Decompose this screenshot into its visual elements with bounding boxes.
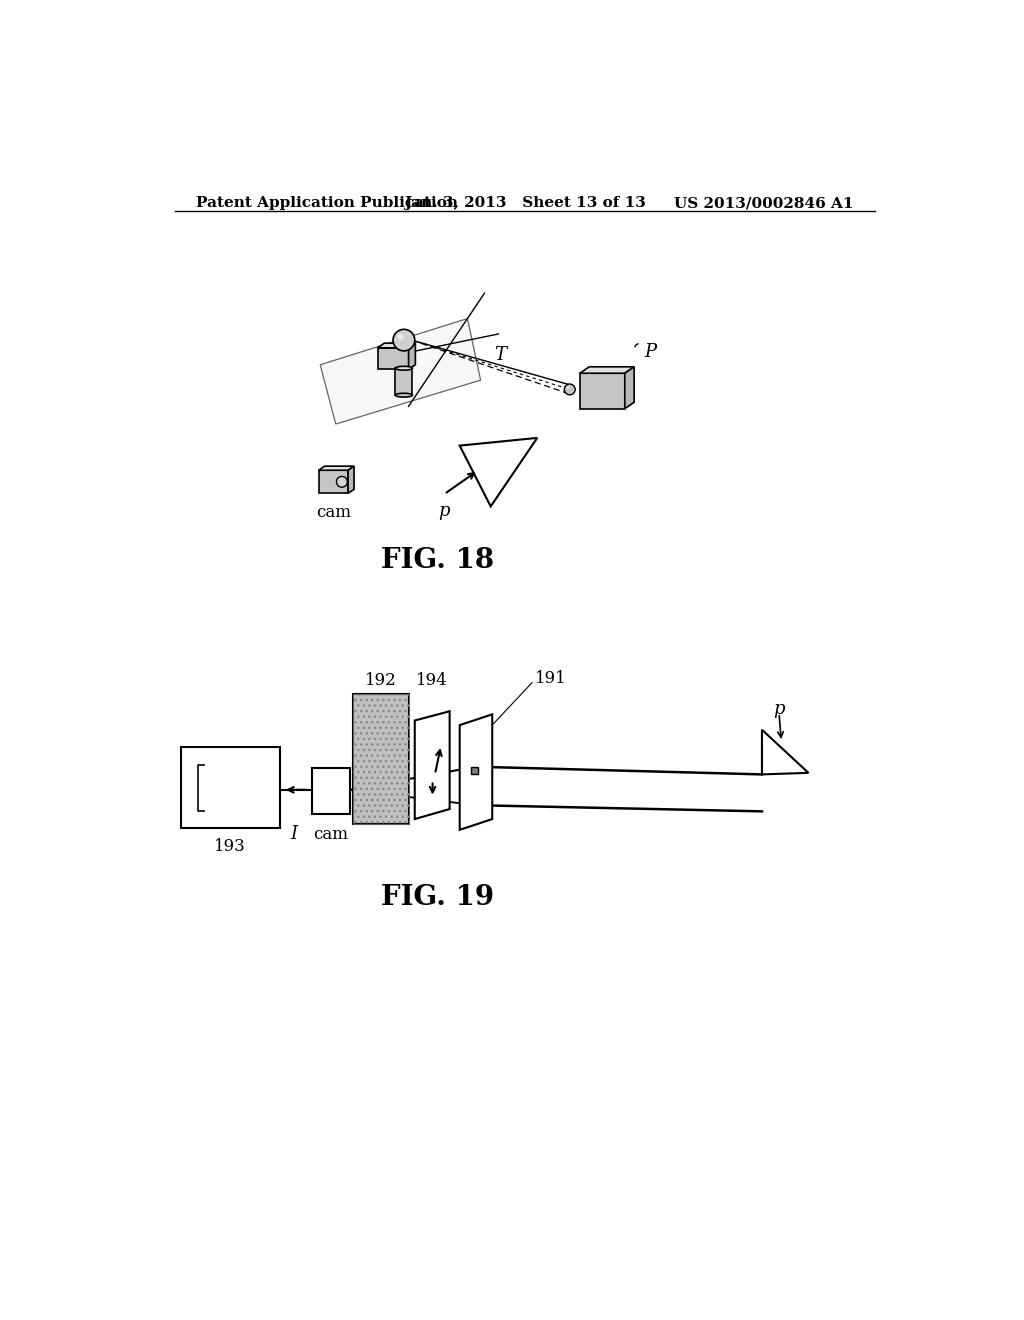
Text: 191: 191 bbox=[535, 669, 566, 686]
Polygon shape bbox=[348, 466, 354, 494]
Polygon shape bbox=[318, 466, 354, 470]
Polygon shape bbox=[321, 318, 480, 424]
Bar bbox=[352, 693, 409, 825]
Text: FIG. 18: FIG. 18 bbox=[381, 546, 495, 574]
Bar bbox=[312, 768, 349, 814]
Polygon shape bbox=[762, 730, 809, 775]
Polygon shape bbox=[580, 374, 625, 409]
Text: US 2013/0002846 A1: US 2013/0002846 A1 bbox=[674, 197, 853, 210]
Text: P: P bbox=[644, 343, 656, 362]
Polygon shape bbox=[378, 343, 416, 348]
Text: cam: cam bbox=[315, 504, 351, 521]
Text: 194: 194 bbox=[416, 672, 447, 689]
Text: Patent Application Publication: Patent Application Publication bbox=[197, 197, 458, 210]
Polygon shape bbox=[415, 711, 450, 818]
Circle shape bbox=[337, 477, 347, 487]
Text: cam: cam bbox=[313, 826, 348, 843]
Bar bbox=[352, 693, 409, 825]
Bar bbox=[471, 767, 478, 775]
Polygon shape bbox=[409, 343, 416, 370]
Circle shape bbox=[393, 330, 415, 351]
Text: 193: 193 bbox=[214, 837, 246, 854]
Polygon shape bbox=[378, 348, 409, 370]
Circle shape bbox=[566, 387, 569, 389]
Polygon shape bbox=[318, 470, 348, 494]
Text: p: p bbox=[438, 502, 450, 520]
Bar bbox=[180, 747, 280, 829]
Circle shape bbox=[564, 384, 575, 395]
Text: 192: 192 bbox=[365, 672, 396, 689]
Text: I: I bbox=[290, 825, 297, 843]
Ellipse shape bbox=[395, 367, 413, 370]
Polygon shape bbox=[460, 438, 538, 507]
Bar bbox=[395, 368, 413, 395]
Circle shape bbox=[397, 334, 403, 341]
Polygon shape bbox=[580, 367, 634, 374]
Text: T: T bbox=[494, 346, 506, 364]
Polygon shape bbox=[625, 367, 634, 409]
Ellipse shape bbox=[395, 393, 413, 397]
Polygon shape bbox=[460, 714, 493, 830]
Text: FIG. 19: FIG. 19 bbox=[381, 884, 495, 911]
Text: p: p bbox=[773, 700, 784, 718]
Text: Jan. 3, 2013   Sheet 13 of 13: Jan. 3, 2013 Sheet 13 of 13 bbox=[403, 197, 646, 210]
